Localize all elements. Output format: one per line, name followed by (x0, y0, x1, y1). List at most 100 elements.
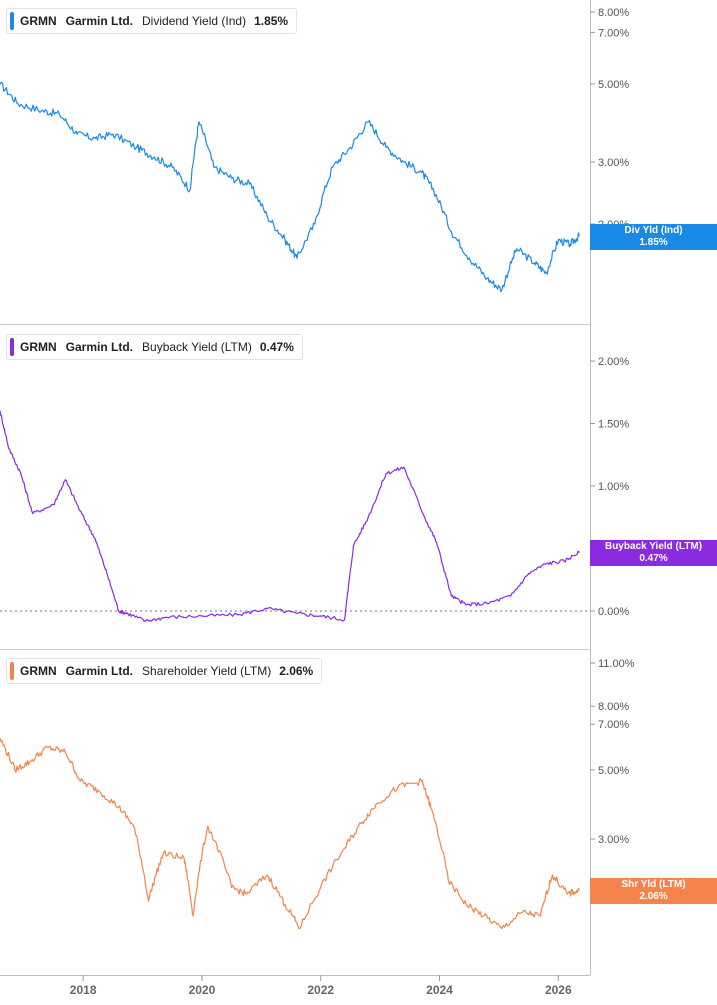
data-point (424, 516, 426, 518)
last-value-flag-buyback: Buyback Yield (LTM) 0.47% (590, 540, 717, 566)
data-point (112, 133, 114, 135)
flag-value: 1.85% (639, 237, 668, 248)
data-point (201, 615, 203, 617)
legend-value: 1.85% (254, 14, 289, 28)
data-point (94, 537, 96, 540)
data-point (79, 510, 81, 512)
data-point (343, 619, 346, 621)
data-point (430, 806, 432, 808)
data-point (376, 802, 378, 805)
x-tick-label: 2026 (545, 983, 572, 997)
series-line-dividend-yield (0, 81, 580, 293)
data-point (447, 880, 450, 882)
data-point (343, 847, 346, 850)
data-point (231, 177, 233, 179)
data-point (314, 223, 316, 225)
y-tick-label: 8.00% (598, 7, 629, 19)
data-point (450, 595, 452, 597)
data-point (118, 806, 120, 808)
data-point (136, 146, 138, 149)
flag-value: 2.06% (639, 891, 668, 902)
data-point (162, 852, 164, 854)
y-tick-label: 8.00% (598, 701, 629, 713)
legend-company: Garmin Ltd. (65, 664, 134, 678)
last-value-flag-dividend: Div Yld (Ind) 1.85% (590, 224, 717, 250)
legend-shareholder-yield[interactable]: GRMN Garmin Ltd. Shareholder Yield (LTM)… (6, 658, 323, 684)
data-point (545, 562, 548, 565)
data-point (486, 602, 488, 605)
y-tick-label: 2.00% (598, 356, 629, 368)
data-point (46, 746, 49, 749)
y-tick-label: 1.00% (598, 481, 629, 493)
data-point (352, 545, 354, 547)
data-point (118, 610, 120, 612)
legend-metric: Buyback Yield (LTM) (142, 340, 252, 354)
legend-buyback-yield[interactable]: GRMN Garmin Ltd. Buyback Yield (LTM) 0.4… (6, 334, 303, 360)
data-point (97, 789, 99, 791)
data-point (171, 166, 173, 168)
data-point (563, 560, 565, 562)
data-point (320, 886, 322, 888)
data-point (20, 472, 22, 475)
data-point (367, 516, 369, 518)
data-point (557, 239, 559, 241)
data-point (0, 737, 1, 740)
data-point (367, 121, 369, 123)
data-point (501, 927, 503, 930)
data-point (189, 189, 191, 191)
data-point (578, 235, 580, 237)
flag-label: Div Yld (Ind) (624, 225, 683, 236)
legend-ticker: GRMN (20, 340, 57, 354)
data-point (147, 900, 150, 902)
data-point (578, 551, 580, 553)
data-point (245, 893, 248, 895)
legend-dividend-yield[interactable]: GRMN Garmin Ltd. Dividend Yield (Ind) 1.… (6, 8, 298, 34)
data-point (421, 171, 423, 174)
data-point (468, 257, 470, 259)
data-point (0, 83, 1, 85)
data-point (510, 595, 512, 597)
data-point (566, 893, 568, 895)
y-tick-label: 5.00% (598, 79, 629, 91)
data-point (144, 620, 147, 622)
data-point (421, 780, 423, 782)
data-point (64, 751, 66, 753)
series-line-buyback-yield (0, 410, 580, 623)
data-point (296, 257, 298, 259)
data-point (403, 466, 405, 468)
data-point (483, 915, 485, 917)
x-tick-label: 2024 (426, 983, 453, 997)
data-point (79, 780, 81, 782)
data-point (248, 183, 251, 185)
data-point (32, 512, 34, 515)
data-point (403, 161, 405, 163)
y-tick-label: 0.00% (598, 606, 629, 618)
data-point (192, 915, 194, 917)
data-point (432, 189, 435, 191)
y-tick-label: 3.00% (598, 834, 629, 846)
flag-label: Shr Yld (LTM) (621, 879, 686, 890)
last-value-flag-shareholder: Shr Yld (LTM) 2.06% (590, 878, 717, 904)
data-point (231, 886, 233, 888)
data-point (40, 109, 43, 112)
legend-metric: Shareholder Yield (LTM) (142, 664, 272, 678)
data-point (58, 113, 60, 115)
data-point (266, 215, 268, 218)
data-point (320, 615, 322, 617)
series-color-swatch (10, 12, 14, 30)
data-point (153, 156, 156, 158)
x-tick-label: 2020 (189, 983, 216, 997)
legend-metric: Dividend Yield (Ind) (142, 14, 247, 28)
data-point (299, 927, 301, 930)
data-point (236, 614, 239, 616)
series-line-shareholder-yield (0, 738, 580, 930)
data-point (52, 504, 55, 506)
data-point (76, 133, 78, 135)
data-point (539, 915, 542, 917)
x-tick-label: 2018 (70, 983, 97, 997)
legend-company: Garmin Ltd. (65, 340, 134, 354)
y-tick-label: 1.50% (598, 419, 629, 431)
data-point (14, 769, 16, 771)
